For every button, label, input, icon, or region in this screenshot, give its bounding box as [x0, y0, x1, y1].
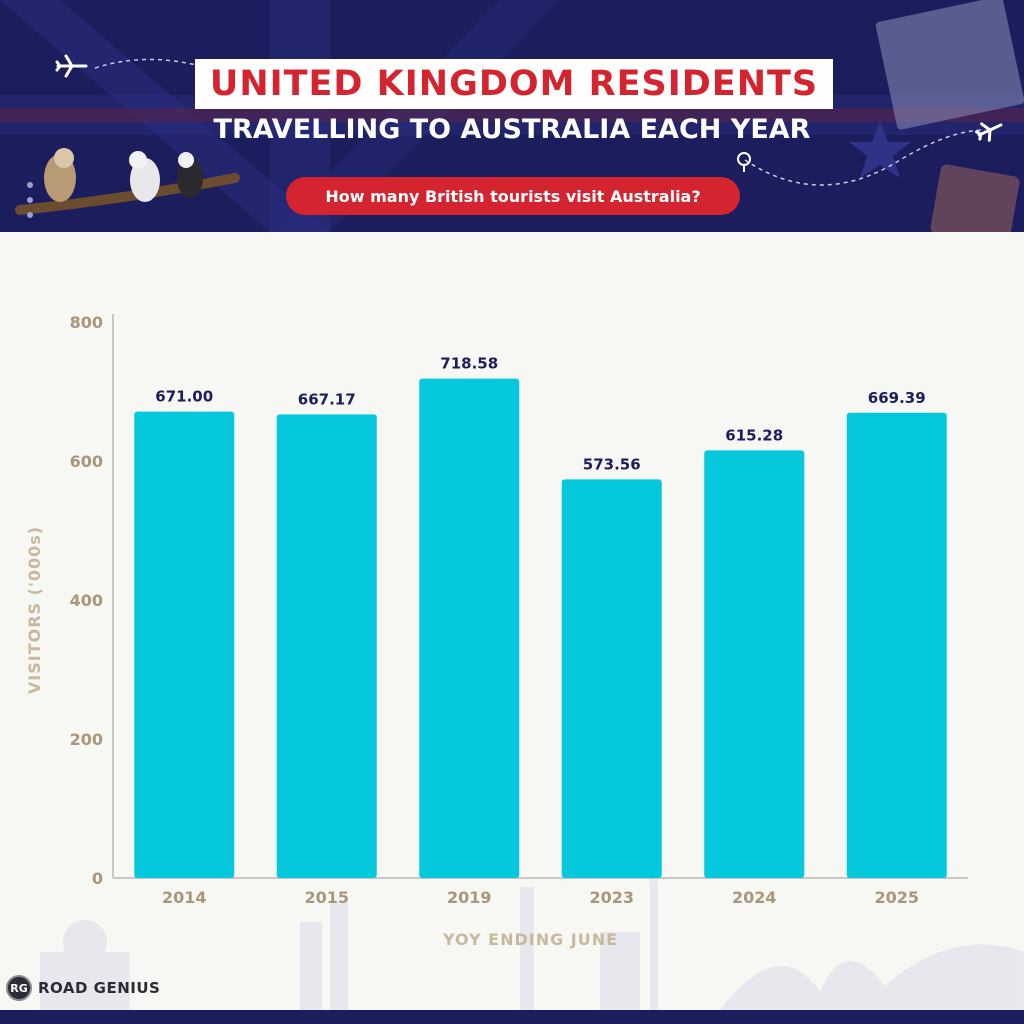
footer-bar: [0, 1010, 1024, 1024]
banner-decoration: [0, 0, 1024, 232]
x-tick-label: 2023: [589, 888, 634, 907]
question-badge: How many British tourists visit Australi…: [286, 177, 740, 215]
y-tick-label: 200: [70, 730, 103, 749]
bar-chart: 0 200 400 600 800 VISITORS ('000s) YOY ENDING …: [25, 313, 1024, 1010]
chart-card: 0 200 400 600 800 VISITORS ('000s) YOY ENDING …: [0, 232, 1024, 1010]
skyline-watermark: [40, 832, 1024, 1010]
airplane-icon: [975, 122, 1003, 142]
location-pin-icon: [737, 152, 751, 172]
brand-name: ROAD GENIUS: [38, 979, 161, 997]
title-box: UNITED KINGDOM RESIDENTS: [195, 59, 833, 109]
stamp-icon: [875, 0, 1024, 130]
bar-value-label: 667.17: [298, 390, 356, 408]
bar: [419, 378, 520, 878]
page-title: UNITED KINGDOM RESIDENTS: [209, 64, 819, 104]
star-icon: [849, 120, 911, 178]
y-tick-label: 600: [70, 452, 103, 471]
bar: [846, 412, 947, 878]
x-tick-label: 2024: [732, 888, 777, 907]
brand-logo-icon: RG: [6, 975, 32, 1001]
bar: [704, 450, 805, 878]
bar: [134, 411, 235, 878]
x-tick-label: 2025: [874, 888, 919, 907]
x-tick-label: 2015: [304, 888, 349, 907]
x-axis-title: YOY ENDING JUNE: [442, 930, 618, 949]
brand: RG ROAD GENIUS: [6, 975, 160, 1001]
birds-on-branch-icon: [15, 148, 240, 218]
y-axis-title: VISITORS ('000s): [25, 526, 44, 694]
kangaroo-sign-icon: [930, 164, 1020, 232]
bar-value-label: 669.39: [868, 389, 926, 407]
bar: [276, 414, 377, 878]
bar-value-label: 718.58: [440, 355, 498, 373]
y-tick-label: 800: [70, 313, 103, 332]
question-text: How many British tourists visit Australi…: [325, 186, 701, 206]
airplane-icon: [55, 54, 88, 78]
bar-value-label: 573.56: [583, 455, 641, 473]
header-banner: UNITED KINGDOM RESIDENTS TRAVELLING TO A…: [0, 0, 1024, 232]
y-tick-label: 0: [92, 869, 103, 888]
x-tick-label: 2019: [447, 888, 492, 907]
bar-value-label: 671.00: [155, 388, 213, 406]
y-tick-label: 400: [70, 591, 103, 610]
bar: [561, 479, 662, 878]
page-subtitle: TRAVELLING TO AUSTRALIA EACH YEAR: [213, 114, 811, 145]
bar-value-label: 615.28: [725, 426, 783, 444]
x-tick-label: 2014: [162, 888, 207, 907]
